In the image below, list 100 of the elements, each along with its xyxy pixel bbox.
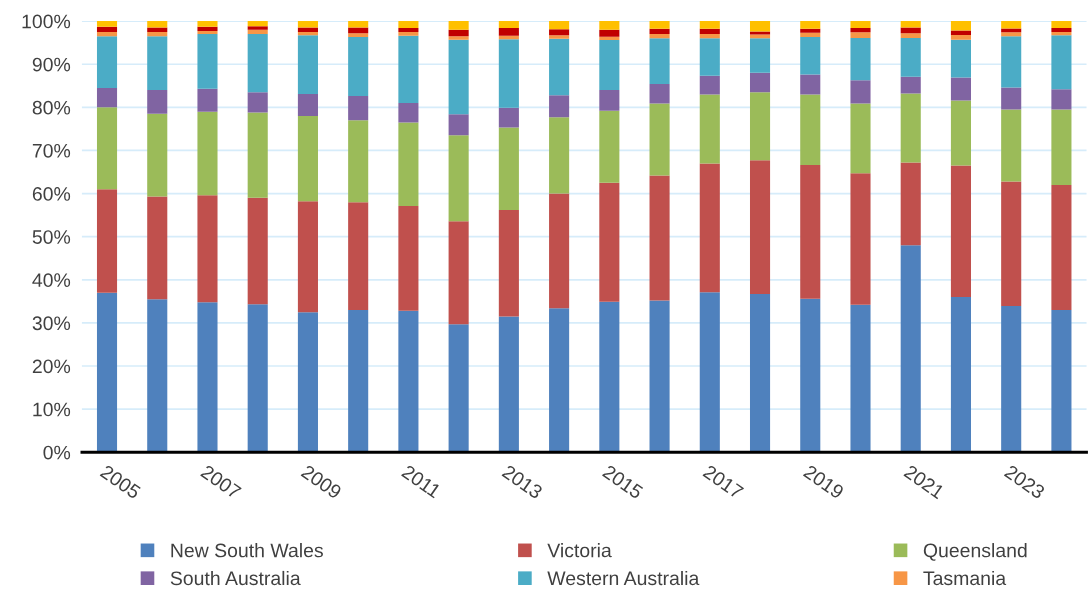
bar (96, 36, 118, 88)
bar (147, 196, 168, 300)
x-tick-label: 2005 (99, 464, 142, 500)
bar (850, 304, 871, 453)
bar (498, 107, 519, 128)
bar (247, 197, 268, 305)
bar (147, 31, 168, 37)
bar (147, 113, 168, 197)
bar (147, 21, 168, 28)
bar (699, 38, 720, 76)
y-tick-label: 40% (32, 273, 71, 288)
bar (197, 34, 218, 89)
bar (599, 21, 620, 30)
bar (649, 38, 670, 85)
bar (850, 173, 871, 305)
bar (800, 298, 821, 453)
bar (1001, 109, 1022, 182)
bar (247, 29, 268, 35)
bar (950, 100, 972, 166)
y-tick-label: 80% (32, 100, 71, 115)
bar (749, 34, 771, 39)
bar (699, 28, 720, 35)
bar (197, 31, 218, 35)
bar (498, 21, 519, 28)
bar (197, 88, 218, 112)
bar (950, 77, 972, 101)
bar (448, 36, 469, 40)
bar (1051, 109, 1072, 185)
bar (699, 163, 720, 293)
bar (147, 90, 168, 114)
bar (950, 39, 972, 78)
y-tick-label: 90% (32, 57, 71, 72)
bar (950, 21, 972, 31)
bar (599, 90, 620, 111)
bar (549, 193, 570, 309)
y-tick-label: 30% (32, 316, 71, 331)
bar (749, 294, 771, 453)
bar (398, 310, 419, 453)
bar (800, 21, 821, 29)
legend-label: Victoria (547, 543, 612, 558)
legend-label: New South Wales (171, 543, 323, 558)
bar (850, 37, 871, 81)
bar (800, 74, 821, 95)
x-tick-label: 2007 (200, 464, 242, 500)
bar (1001, 87, 1022, 110)
bar (247, 92, 268, 113)
x-tick-label: 2019 (802, 464, 845, 500)
y-tick-label: 50% (32, 230, 71, 244)
bar (900, 37, 921, 77)
bar (549, 29, 570, 36)
bar (96, 21, 118, 27)
x-tick-label: 2013 (501, 464, 544, 500)
bar (649, 28, 670, 35)
bar (96, 26, 118, 32)
bar (800, 94, 821, 166)
bar (800, 28, 821, 33)
bar (96, 189, 118, 293)
bar (599, 182, 620, 302)
bar (147, 299, 168, 453)
bar (297, 35, 318, 94)
bar (348, 309, 369, 453)
bar (348, 33, 369, 38)
bar (448, 29, 469, 37)
bar (96, 87, 118, 108)
bar (950, 297, 972, 453)
bar (950, 30, 972, 35)
bar (1001, 28, 1022, 33)
bar (900, 76, 921, 94)
bar (398, 31, 419, 36)
bar (147, 27, 168, 32)
bar (649, 300, 670, 453)
y-tick-label: 60% (32, 187, 71, 201)
bar (699, 292, 720, 453)
x-tick-label: 2011 (401, 464, 442, 499)
bar (749, 160, 771, 295)
bar (950, 165, 972, 298)
bar (749, 31, 771, 35)
bar (800, 32, 821, 38)
bar (649, 34, 670, 39)
bar (549, 308, 570, 453)
bar (247, 304, 268, 453)
bar (1051, 309, 1072, 453)
bar (247, 112, 268, 198)
bar (749, 21, 771, 32)
y-tick-label: 10% (33, 402, 71, 417)
bar (448, 21, 469, 30)
bar (900, 245, 921, 453)
bar (448, 324, 469, 453)
bar (800, 165, 821, 299)
bar (1001, 306, 1022, 453)
bar (900, 33, 921, 38)
bar (398, 103, 419, 123)
bar (1051, 89, 1072, 110)
bar (348, 202, 369, 310)
y-tick-label: 20% (32, 359, 71, 374)
bar (297, 201, 318, 313)
bar (398, 21, 419, 28)
bar (448, 135, 469, 222)
bar (348, 96, 369, 121)
bar (549, 35, 570, 39)
